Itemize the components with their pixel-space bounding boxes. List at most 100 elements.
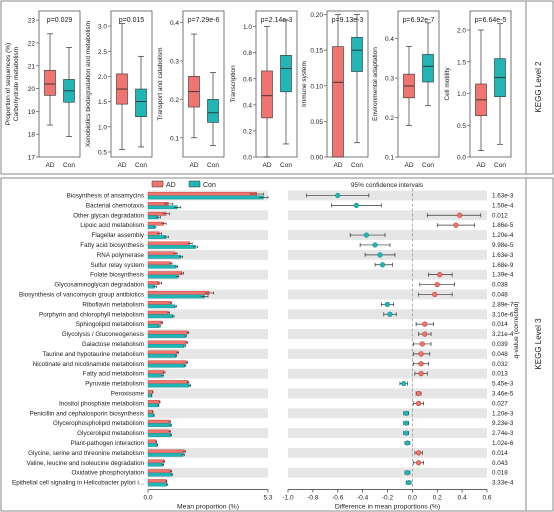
q-value: 1.20e-3 (492, 410, 514, 417)
row-label: RNA polymerase (97, 252, 145, 259)
data-row: Penicillin and cephalosporin biosynthesi… (30, 409, 514, 417)
row-label: Glycine, serine and threonine metabolism (28, 450, 144, 457)
data-row: Valine, leucine and isoleucine degradati… (26, 459, 508, 467)
difference-point (387, 311, 393, 317)
row-label: Folate biosynthesis (90, 272, 144, 279)
p-value: p=6.92e-7 (403, 17, 435, 24)
group-label: AD (189, 162, 198, 169)
bar-con (147, 423, 171, 427)
legend-label-ad: AD (166, 182, 176, 189)
q-value: 1.63e-3 (492, 193, 514, 200)
q-value-axis-label: q-value (corrected) (513, 301, 520, 358)
row-stripe (288, 289, 487, 300)
bar-x-tick-label: 0.0 (143, 495, 152, 502)
bar-x-tick-label: 5.3 (263, 495, 272, 502)
row-label: Glycosaminoglycan degradation (54, 282, 144, 289)
q-value: 3.21e-4 (492, 331, 514, 338)
q-value: 0.048 (492, 351, 508, 358)
row-stripe (148, 467, 268, 478)
bar-ad (147, 350, 178, 355)
q-value: 2.74e-3 (492, 430, 514, 437)
data-row: Inositol phosphate metabolism 0.027 (59, 400, 508, 407)
bar-con (147, 195, 264, 200)
q-value: 0.032 (492, 361, 508, 368)
row-label: Nicotinate and nicotinamide metabolism (33, 361, 144, 368)
y-tick-label: 0.15 (310, 48, 323, 55)
bar-con (147, 373, 163, 378)
difference-point (415, 450, 422, 456)
q-value: 0.048 (492, 292, 508, 299)
y-tick-label: 23 (28, 18, 36, 25)
legend-swatch-con (188, 180, 201, 188)
row-stripe (288, 190, 487, 201)
diff-x-tick-label: -1.0 (282, 495, 294, 502)
y-tick-label: 0.6 (243, 76, 252, 83)
group-label: Con (207, 162, 219, 169)
data-row: Lipoic acid metabolism 1.86e-5 (80, 221, 514, 229)
q-value: 2.89e-7 (492, 301, 514, 308)
boxplot-panel: 0.1 0.2 0.3 0.4 Environmental adaptation p=6.… (372, 10, 440, 169)
diff-x-tick-label: 0.6 (482, 495, 491, 502)
difference-point (384, 301, 391, 307)
row-label: Taurine and hypotaurine metabolism (42, 351, 144, 358)
q-value: 0.014 (492, 321, 508, 328)
y-tick-label: 0.00 (310, 155, 323, 162)
difference-point (377, 252, 383, 258)
y-tick-label: 2.0 (98, 74, 107, 81)
difference-point (335, 192, 341, 199)
y-axis-label: Cell motility (444, 67, 451, 101)
row-stripe (288, 388, 487, 399)
data-row: Flagellar assembly 1.20e-4 (92, 231, 514, 239)
row-stripe (288, 269, 487, 280)
q-value: 9.23e-3 (492, 420, 514, 427)
bar-ad (147, 419, 170, 424)
bar-con (147, 324, 160, 328)
y-axis-label: Transcription (230, 65, 237, 103)
q-value: 3.46e-5 (492, 391, 514, 398)
row-label: Glycerolipid metabolism (77, 430, 144, 437)
row-stripe (288, 368, 487, 379)
boxplot-panel: 0.5 1.0 1.5 2.0 2.5 3.0 Xenobiotics biodegrada… (85, 10, 153, 169)
difference-point (418, 351, 424, 357)
diff-x-axis-label: Difference in mean proportions (%) (335, 504, 440, 511)
row-label: Sulfur relay system (90, 262, 144, 269)
row-label: Galactose metabolism (82, 341, 144, 348)
bar-con (147, 363, 185, 368)
q-value: 3.10e-6 (492, 311, 514, 318)
box (332, 46, 344, 158)
difference-point (437, 272, 443, 278)
difference-point (403, 420, 409, 426)
difference-point (418, 361, 424, 367)
data-row: Glycerolipid metabolism 2.74e-3 (77, 429, 514, 437)
difference-point (415, 460, 422, 466)
p-value: p=6.64e-5 (475, 17, 507, 24)
y-tick-label: 0.10 (310, 83, 323, 90)
y-tick-label: 0.8 (243, 50, 252, 57)
data-row: Nicotinate and nicotinamide metabolism 0.… (33, 360, 508, 368)
data-row: Other glycan degradation 0.012 (73, 211, 508, 219)
difference-point (406, 479, 412, 486)
difference-point (453, 222, 459, 228)
boxplot-plot-area (397, 10, 440, 158)
row-label: Peroxisome (111, 391, 145, 398)
data-row: Bacterial chemotaxis 1.50e-4 (86, 201, 514, 209)
data-row: Galactose metabolism 0.039 (82, 340, 508, 348)
data-row: Oxidative phosphorylation 0.018 (72, 469, 508, 477)
row-label: Fatty acid metabolism (83, 371, 144, 378)
difference-point (372, 242, 378, 248)
q-value: 1.50e-4 (492, 202, 514, 209)
row-label: Other glycan degradation (73, 212, 144, 219)
bar-ad (147, 390, 153, 394)
data-row: Porphyrin and chlorophyll metabolism 3.10… (39, 310, 514, 318)
bar-ad (147, 310, 169, 315)
bar-con (147, 353, 176, 358)
box (351, 37, 363, 72)
legend-swatch-ad (151, 180, 164, 188)
bar-ad (147, 320, 162, 325)
data-row: Sphingolipid metabolism 0.014 (76, 320, 508, 328)
boxplot-panel: 0.0 0.2 0.4 0.6 0.8 1.0 Transcription p=2.14e-3… (230, 10, 298, 169)
bar-con (147, 383, 190, 388)
row-stripe (148, 309, 268, 320)
group-label: AD (333, 162, 342, 169)
q-value: 0.012 (492, 212, 508, 219)
